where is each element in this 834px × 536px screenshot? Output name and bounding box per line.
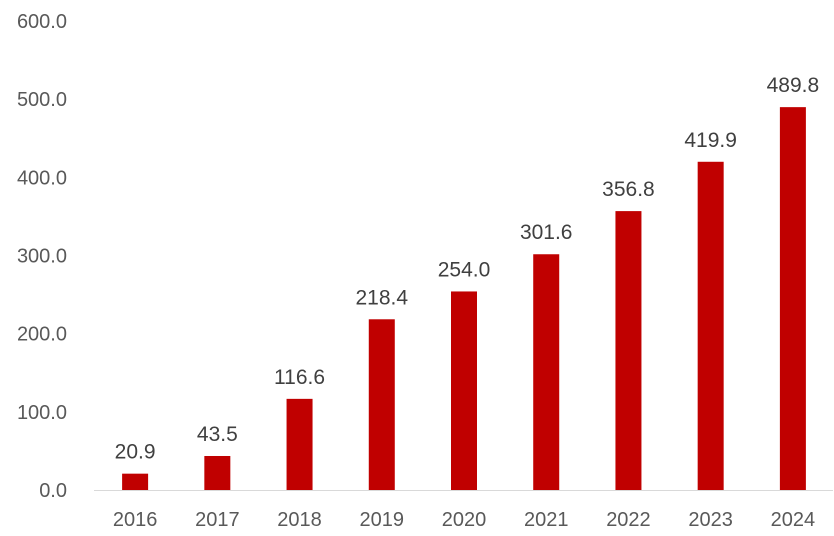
x-tick-label-2020: 2020 [442,509,487,531]
y-tick-label: 200.0 [17,324,67,346]
data-label-2024: 489.8 [767,74,820,97]
bar-2018 [286,398,313,490]
data-label-2021: 301.6 [520,221,573,244]
bar-2021 [533,254,560,490]
x-tick-label-2016: 2016 [113,509,158,531]
data-labels: 20.9 43.5 116.6 218.4 254.0 301.6 356.8 419.9 48… [115,74,819,464]
x-axis-ticks: 2016 2017 2018 2019 2020 2021 2022 2023 2024 [113,509,815,531]
data-label-2017: 43.5 [197,423,238,446]
y-axis-ticks: 0.0 100.0 200.0 300.0 400.0 500.0 600.0 [17,11,67,502]
y-tick-label: 600.0 [17,11,67,33]
x-tick-label-2021: 2021 [524,509,569,531]
x-tick-label-2023: 2023 [688,509,733,531]
y-tick-label: 500.0 [17,89,67,111]
data-label-2016: 20.9 [115,441,156,464]
bar-2017 [204,455,231,490]
bar-2024 [779,107,806,491]
x-tick-label-2019: 2019 [360,509,405,531]
bar-2016 [122,473,149,490]
y-tick-label: 300.0 [17,246,67,268]
y-tick-label: 400.0 [17,167,67,189]
y-tick-label: 0.0 [39,480,67,502]
y-tick-label: 100.0 [17,402,67,424]
data-label-2022: 356.8 [602,178,655,201]
x-tick-label-2018: 2018 [277,509,322,531]
x-tick-label-2022: 2022 [606,509,651,531]
bar-2020 [451,291,477,490]
x-tick-label-2024: 2024 [771,509,816,531]
data-label-2019: 218.4 [355,286,408,309]
data-label-2020: 254.0 [438,258,491,281]
bar-2019 [368,319,395,490]
x-tick-label-2017: 2017 [195,509,240,531]
bar-2023 [697,161,724,490]
data-label-2018: 116.6 [274,366,325,389]
data-label-2023: 419.9 [684,129,737,152]
bar-2022 [615,211,642,491]
bar-series [122,107,806,491]
